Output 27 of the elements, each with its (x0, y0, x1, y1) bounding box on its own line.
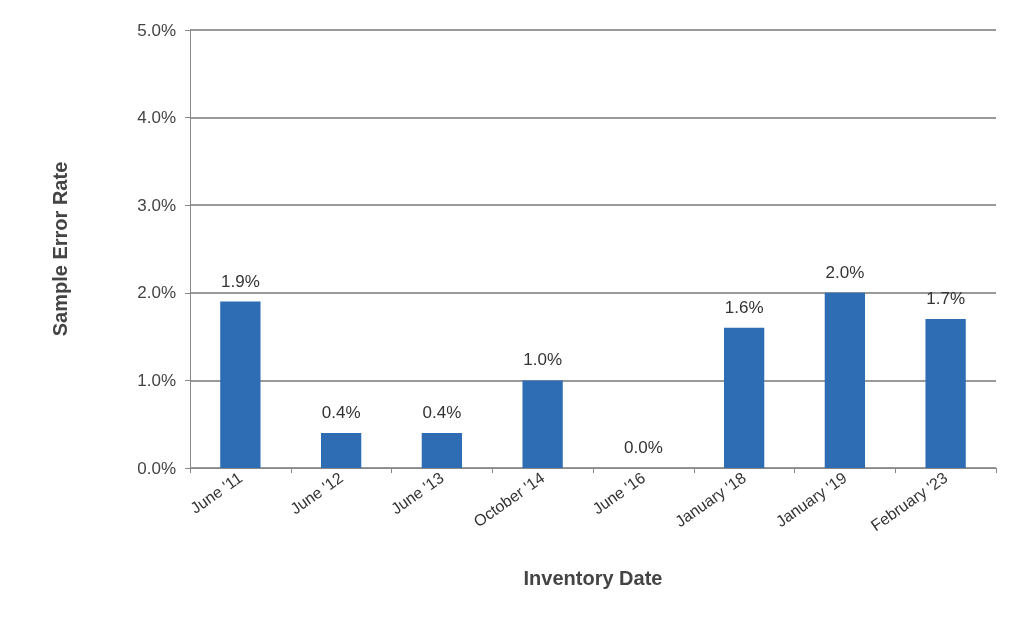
bar (320, 432, 362, 468)
x-tick-label: June '16 (589, 468, 649, 518)
y-tick-label: 0.0% (137, 458, 176, 478)
data-label: 1.0% (523, 350, 562, 370)
x-tick-label: June '11 (187, 468, 246, 517)
bar (421, 432, 463, 468)
data-label: 1.6% (724, 297, 764, 317)
y-tick-label: 2.0% (137, 283, 176, 303)
bar (925, 319, 966, 468)
bar (723, 327, 765, 468)
data-label: 0.4% (321, 402, 361, 422)
y-tick-label: 5.0% (137, 20, 176, 40)
y-axis-title: Sample Error Rate (49, 161, 71, 337)
x-axis-title: Inventory Date (523, 567, 663, 589)
data-label: 0.4% (422, 402, 462, 422)
bar (522, 380, 563, 468)
data-label: 0.0% (624, 438, 663, 457)
data-label: 1.7% (926, 289, 965, 309)
x-tick-label: June '13 (387, 468, 447, 518)
y-tick-label: 3.0% (137, 195, 176, 215)
y-tick-label: 1.0% (137, 370, 176, 390)
x-tick-label: June '12 (287, 468, 347, 518)
bar (824, 292, 866, 468)
data-label: 1.9% (221, 271, 260, 291)
data-label: 2.0% (825, 262, 865, 282)
bar (220, 301, 261, 468)
y-tick-label: 4.0% (137, 108, 176, 128)
